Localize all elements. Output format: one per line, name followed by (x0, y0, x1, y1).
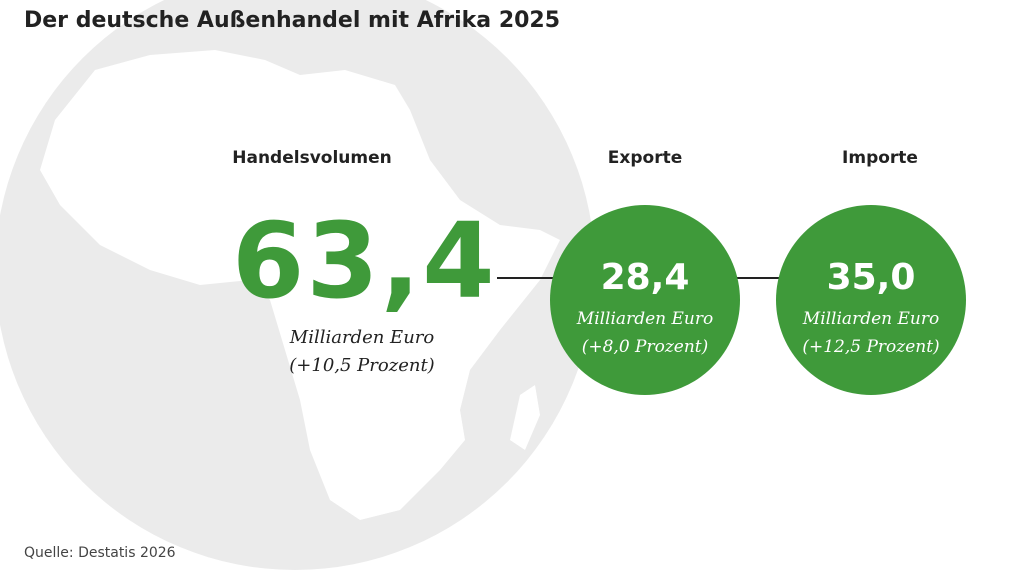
importe-change: (+12,5 Prozent) (802, 337, 940, 357)
handelsvolumen-value: 63,4 (232, 200, 497, 322)
exporte-change: (+8,0 Prozent) (581, 337, 709, 357)
connector-line (497, 277, 557, 279)
handelsvolumen-detail: Milliarden Euro (+10,5 Prozent) (262, 324, 462, 380)
exporte-value: 28,4 (600, 257, 690, 298)
importe-circle: 35,0 Milliarden Euro (+12,5 Prozent) (776, 205, 966, 395)
importe-label: Importe (842, 148, 918, 168)
handelsvolumen-change: (+10,5 Prozent) (289, 355, 435, 376)
exporte-detail: Milliarden Euro (+8,0 Prozent) (550, 305, 740, 361)
importe-value: 35,0 (826, 257, 916, 298)
exporte-circle: 28,4 Milliarden Euro (+8,0 Prozent) (550, 205, 740, 395)
source-note: Quelle: Destatis 2026 (24, 545, 176, 561)
importe-unit: Milliarden Euro (802, 309, 940, 329)
page-title: Der deutsche Außenhandel mit Afrika 2025 (24, 8, 561, 33)
handelsvolumen-unit: Milliarden Euro (289, 327, 435, 348)
importe-detail: Milliarden Euro (+12,5 Prozent) (776, 305, 966, 361)
exporte-label: Exporte (607, 148, 683, 168)
exporte-unit: Milliarden Euro (576, 309, 714, 329)
africa-map-icon (40, 50, 560, 520)
handelsvolumen-label: Handelsvolumen (232, 148, 392, 168)
connector-line (735, 277, 780, 279)
